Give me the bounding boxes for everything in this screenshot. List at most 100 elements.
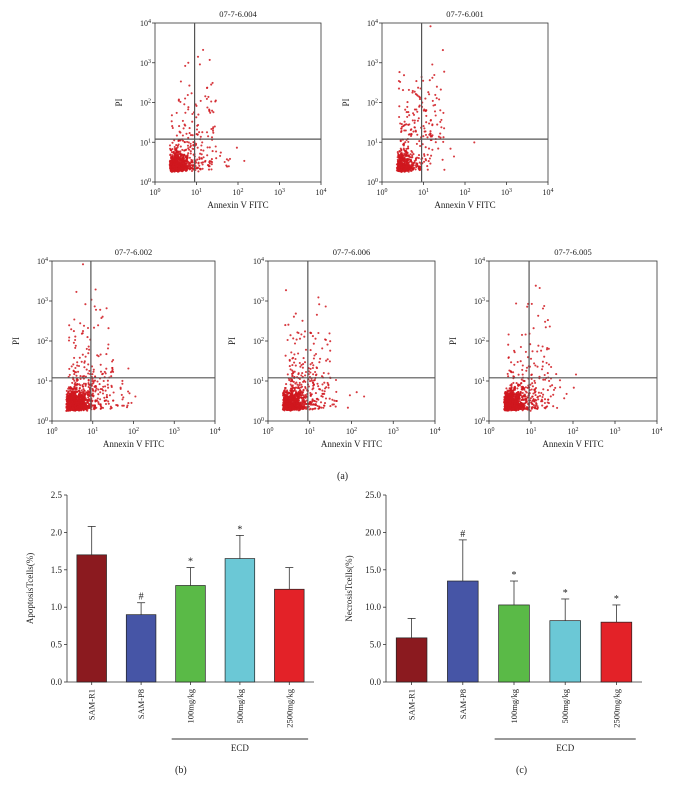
event-dot — [127, 367, 130, 370]
event-dot — [99, 370, 103, 373]
event-dot — [397, 160, 400, 163]
event-dot — [424, 130, 427, 133]
event-dot — [215, 157, 218, 160]
event-dot — [328, 332, 331, 335]
x-tick-label: 101 — [418, 188, 429, 197]
event-dot — [443, 168, 446, 171]
y-axis-label: PI — [11, 337, 21, 345]
event-dot — [413, 126, 416, 129]
event-dot — [415, 142, 418, 145]
event-dot — [424, 110, 427, 113]
event-dot — [87, 363, 90, 366]
event-dot — [301, 391, 304, 394]
event-dot — [198, 156, 201, 159]
x-axis-label: Annexin V FITC — [321, 439, 382, 449]
event-dot — [402, 142, 406, 145]
event-dot — [227, 159, 230, 162]
event-dot — [178, 139, 181, 142]
event-dot — [188, 148, 191, 151]
y-tick-label: 100 — [37, 417, 48, 426]
event-dot — [76, 361, 79, 364]
event-dot — [286, 402, 289, 405]
event-dot — [400, 123, 403, 126]
event-dot — [183, 141, 186, 144]
event-dot — [442, 136, 445, 139]
event-dot — [294, 357, 297, 361]
event-dot — [195, 104, 198, 107]
event-dot — [206, 106, 209, 109]
event-dot — [75, 390, 78, 393]
event-dot — [73, 318, 76, 321]
event-dot — [97, 388, 100, 391]
event-dot — [71, 381, 74, 384]
event-dot — [300, 396, 303, 400]
event-dot — [170, 151, 174, 154]
event-dot — [212, 111, 215, 114]
event-dot — [405, 111, 408, 114]
event-dot — [324, 397, 328, 400]
event-dot — [431, 63, 434, 66]
event-dot — [293, 386, 296, 389]
event-dot — [404, 141, 407, 144]
event-dot — [288, 359, 291, 362]
event-dot — [414, 168, 417, 171]
event-dot — [441, 49, 444, 52]
event-dot — [412, 112, 415, 115]
event-dot — [84, 384, 87, 387]
event-dot — [99, 308, 102, 311]
event-dot — [414, 159, 417, 162]
event-dot — [94, 385, 97, 389]
event-dot — [441, 158, 444, 161]
event-dot — [82, 388, 85, 391]
event-dot — [201, 141, 204, 144]
event-dot — [399, 152, 402, 156]
event-dot — [285, 407, 288, 410]
event-dot — [524, 401, 527, 404]
event-dot — [325, 386, 328, 389]
event-dot — [409, 159, 412, 162]
event-dot — [398, 150, 402, 153]
event-dot — [300, 405, 303, 409]
event-dot — [402, 74, 406, 77]
event-dot — [314, 370, 317, 374]
event-dot — [414, 164, 417, 167]
event-dot — [572, 386, 575, 389]
event-dot — [516, 387, 519, 390]
event-dot — [74, 403, 78, 406]
event-dot — [198, 158, 201, 161]
event-dot — [66, 400, 69, 403]
x-tick-label: 100 — [150, 188, 161, 197]
event-dot — [312, 403, 315, 406]
event-dot — [72, 363, 75, 366]
event-dot — [299, 365, 302, 368]
y-tick-label: 101 — [37, 377, 48, 386]
event-dot — [172, 152, 175, 155]
event-dot — [171, 154, 174, 157]
event-dot — [318, 407, 321, 410]
event-dot — [302, 363, 305, 366]
event-dot — [411, 91, 414, 94]
event-dot — [401, 125, 404, 128]
event-dot — [186, 144, 190, 147]
event-dot — [296, 386, 299, 390]
x-axis-label: Annexin V FITC — [434, 200, 495, 210]
event-dot — [170, 157, 173, 160]
event-dot — [94, 288, 97, 291]
event-dot — [189, 134, 193, 137]
event-dot — [289, 383, 292, 386]
event-dot — [329, 349, 332, 352]
event-dot — [235, 146, 238, 149]
event-dot — [96, 354, 99, 357]
event-dot — [312, 342, 315, 345]
event-dot — [434, 114, 437, 117]
event-dot — [426, 136, 429, 139]
event-dot — [310, 379, 313, 382]
x-tick-label: 100 — [377, 188, 388, 197]
event-dot — [208, 161, 211, 164]
event-dot — [296, 403, 300, 406]
event-dot — [429, 134, 432, 137]
event-dot — [80, 393, 83, 396]
event-dot — [418, 168, 421, 171]
event-dot — [78, 393, 81, 396]
event-dot — [547, 398, 550, 401]
